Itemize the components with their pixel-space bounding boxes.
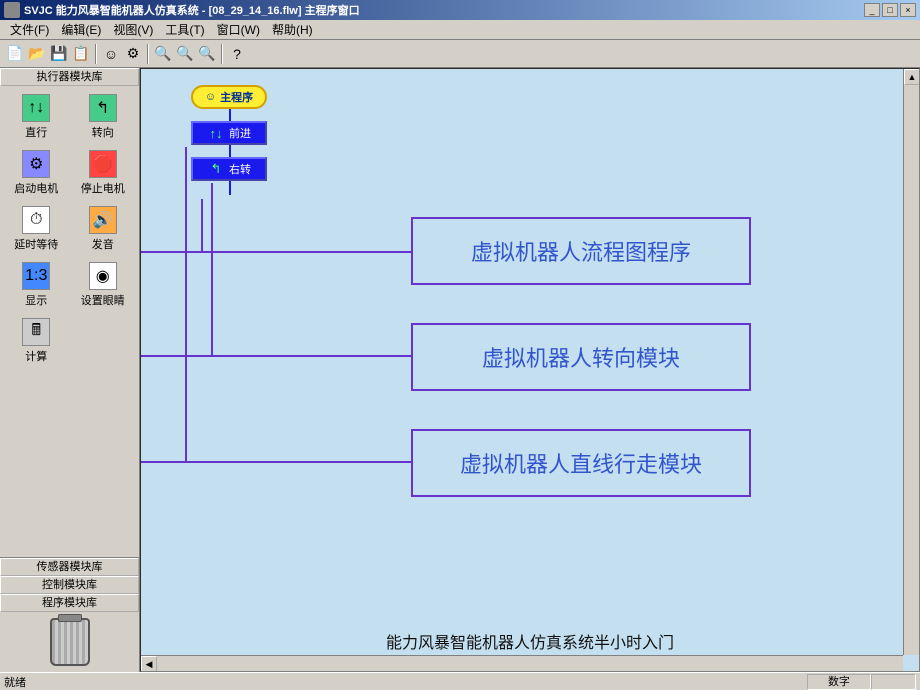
module-label: 启动电机 [14,180,58,196]
menubar: 文件(F) 编辑(E) 视图(V) 工具(T) 窗口(W) 帮助(H) [0,20,920,40]
sidebar-categories: 传感器模块库 控制模块库 程序模块库 [0,557,139,612]
module-palette: ↑↓ 直行 ↰ 转向 ⚙ 启动电机 🛑 停止电机 ⏱ 延时等待 🔊 发音 1:3 显示 ◉ 设置眼睛 🖩 计算 [0,86,139,557]
node-label: 主程序 [220,89,253,105]
trash-area[interactable] [0,612,139,672]
callout-line [185,147,187,463]
callout-line [201,199,203,253]
flow-node-0[interactable]: ↑↓前进 [191,121,267,145]
menu-help[interactable]: 帮助(H) [266,19,319,40]
status-text: 就绪 [4,674,807,690]
callout-line [185,461,411,463]
save-button[interactable]: 💾 [48,43,70,65]
module-7[interactable]: ◉ 设置眼睛 [71,258,136,312]
horizontal-scrollbar[interactable]: ◀ [141,655,903,671]
scroll-left-icon[interactable]: ◀ [141,656,157,672]
module-icon: 🛑 [89,150,117,178]
module-icon: ↑↓ [22,94,50,122]
menu-window[interactable]: 窗口(W) [211,19,266,40]
menu-view[interactable]: 视图(V) [107,19,159,40]
scroll-up-icon[interactable]: ▲ [904,69,920,85]
flow-connector [229,109,231,121]
print-button[interactable]: 📋 [70,43,92,65]
node-label: 右转 [229,161,251,177]
menu-file[interactable]: 文件(F) [4,19,55,40]
module-label: 设置眼睛 [81,292,125,308]
module-5[interactable]: 🔊 发音 [71,202,136,256]
toolbar: 📄 📂 💾 📋 ☺ ⚙ 🔍 🔍 🔍 ? [0,40,920,68]
module-6[interactable]: 1:3 显示 [4,258,69,312]
node-icon: ↑↓ [207,124,225,142]
callout-box-2: 虚拟机器人直线行走模块 [411,429,751,497]
module-icon: ◉ [89,262,117,290]
callout-box-1: 虚拟机器人转向模块 [411,323,751,391]
callout-box-0: 虚拟机器人流程图程序 [411,217,751,285]
status-cell-empty [871,674,916,690]
titlebar: SVJC 能力风暴智能机器人仿真系统 - [08_29_14_16.flw] 主… [0,0,920,20]
callout-line [141,251,201,253]
module-label: 计算 [25,348,47,364]
module-icon: 1:3 [22,262,50,290]
help-button[interactable]: ? [226,43,248,65]
module-1[interactable]: ↰ 转向 [71,90,136,144]
module-label: 发音 [92,236,114,252]
open-button[interactable]: 📂 [26,43,48,65]
new-button[interactable]: 📄 [4,43,26,65]
category-sensor[interactable]: 传感器模块库 [0,558,139,576]
module-icon: 🔊 [89,206,117,234]
callout-line [141,461,185,463]
module-label: 转向 [92,124,114,140]
bottom-caption: 能力风暴智能机器人仿真系统半小时入门 [330,629,730,653]
trash-icon [50,618,90,666]
flow-connector [229,145,231,157]
menu-edit[interactable]: 编辑(E) [55,19,107,40]
module-4[interactable]: ⏱ 延时等待 [4,202,69,256]
menu-tools[interactable]: 工具(T) [159,19,210,40]
category-program[interactable]: 程序模块库 [0,594,139,612]
module-8[interactable]: 🖩 计算 [4,314,69,368]
flow-node-1[interactable]: ↰右转 [191,157,267,181]
separator [147,44,149,64]
close-button[interactable]: × [900,3,916,17]
settings-button[interactable]: ⚙ [122,43,144,65]
flow-start-node[interactable]: ☺ 主程序 [191,85,267,109]
sidebar: 执行器模块库 ↑↓ 直行 ↰ 转向 ⚙ 启动电机 🛑 停止电机 ⏱ 延时等待 🔊 发音 1:3 显示 ◉ 设置… [0,68,140,672]
module-label: 直行 [25,124,47,140]
window-title: SVJC 能力风暴智能机器人仿真系统 - [08_29_14_16.flw] 主… [24,2,864,18]
module-0[interactable]: ↑↓ 直行 [4,90,69,144]
zoom-in-button[interactable]: 🔍 [152,43,174,65]
app-icon [4,2,20,18]
module-icon: ⏱ [22,206,50,234]
zoom-fit-button[interactable]: 🔍 [196,43,218,65]
zoom-out-button[interactable]: 🔍 [174,43,196,65]
window-buttons: _ □ × [864,3,916,17]
callout-line [201,251,411,253]
sidebar-header[interactable]: 执行器模块库 [0,68,139,86]
module-label: 显示 [25,292,47,308]
module-icon: 🖩 [22,318,50,346]
module-label: 延时等待 [14,236,58,252]
callout-line [141,355,211,357]
main-area: 执行器模块库 ↑↓ 直行 ↰ 转向 ⚙ 启动电机 🛑 停止电机 ⏱ 延时等待 🔊 发音 1:3 显示 ◉ 设置… [0,68,920,672]
module-label: 停止电机 [81,180,125,196]
statusbar: 就绪 数字 [0,672,920,690]
separator [95,44,97,64]
node-icon: ↰ [207,160,225,178]
minimize-button[interactable]: _ [864,3,880,17]
status-numlock: 数字 [807,674,871,690]
run-button[interactable]: ☺ [100,43,122,65]
flow-connector [229,181,231,195]
module-3[interactable]: 🛑 停止电机 [71,146,136,200]
module-icon: ⚙ [22,150,50,178]
vertical-scrollbar[interactable]: ▲ [903,69,919,655]
flowchart-canvas[interactable]: ▲ ◀ 能力风暴智能机器人仿真系统半小时入门 ☺ 主程序 ↑↓前进 ↰右转虚拟机器人流… [140,68,920,672]
module-2[interactable]: ⚙ 启动电机 [4,146,69,200]
maximize-button[interactable]: □ [882,3,898,17]
callout-line [211,183,213,357]
separator [221,44,223,64]
category-control[interactable]: 控制模块库 [0,576,139,594]
callout-line [211,355,411,357]
module-icon: ↰ [89,94,117,122]
smile-icon: ☺ [205,91,216,103]
node-label: 前进 [229,125,251,141]
